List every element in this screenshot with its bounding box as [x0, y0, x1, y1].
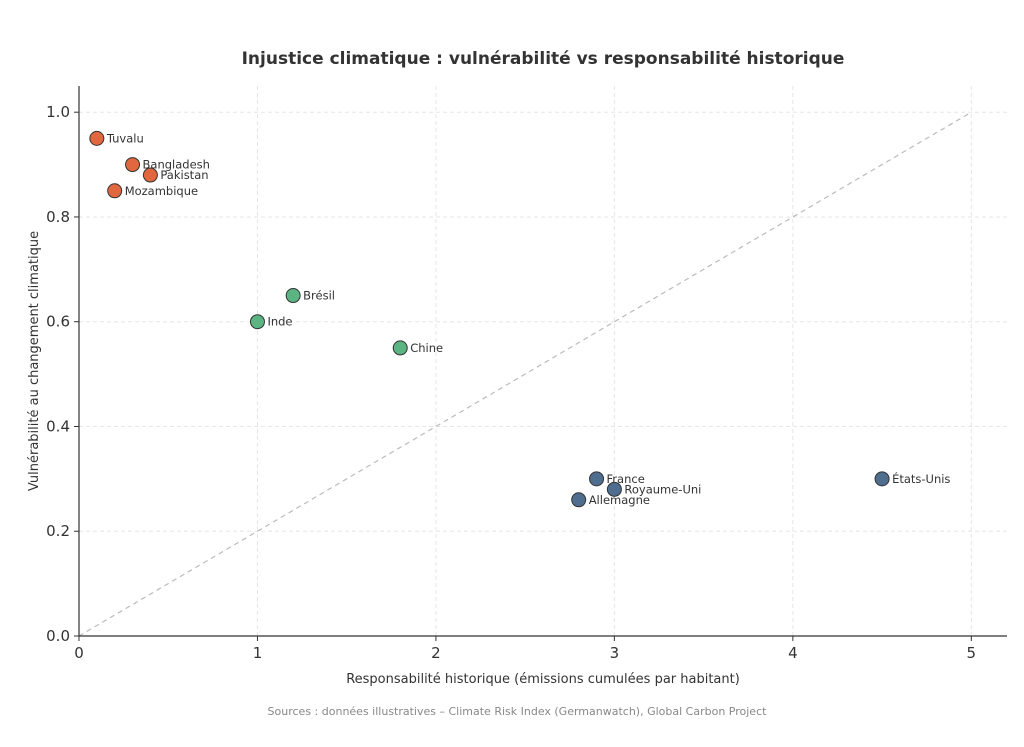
data-point	[249, 314, 265, 330]
point-label: Allemagne	[589, 493, 650, 507]
data-point	[125, 157, 141, 173]
data-point	[606, 481, 622, 497]
y-tick-label: 0.8	[46, 208, 70, 226]
point-label: Brésil	[303, 289, 335, 303]
x-axis-label: Responsabilité historique (émissions cum…	[346, 672, 740, 687]
point-label: États-Unis	[892, 471, 950, 486]
point-label: Tuvalu	[106, 131, 144, 145]
data-point	[874, 471, 890, 487]
data-point	[285, 288, 301, 304]
x-tick-label: 5	[967, 644, 977, 662]
y-tick-label: 0.0	[46, 627, 70, 645]
point-label: Bangladesh	[143, 158, 210, 172]
data-point	[589, 471, 605, 487]
y-tick-label: 0.6	[46, 313, 70, 331]
point-label: Pakistan	[160, 168, 208, 182]
data-point	[89, 130, 105, 146]
y-tick-label: 0.2	[46, 522, 70, 540]
data-point	[571, 492, 587, 508]
x-tick-label: 3	[610, 644, 620, 662]
axes: 0 1 2 3 4 5 0.0 0.2 0.4 0.6 0.8 1.0	[46, 86, 1007, 662]
data-point	[107, 183, 123, 199]
data-point	[142, 167, 158, 183]
y-tick-label: 0.4	[46, 417, 70, 435]
x-tick-label: 2	[431, 644, 441, 662]
point-label: Mozambique	[125, 184, 198, 198]
x-tick-label: 4	[788, 644, 798, 662]
reference-line	[78, 111, 972, 637]
point-label: Inde	[267, 315, 292, 329]
x-tick-label: 1	[253, 644, 263, 662]
source-note: Sources : données illustratives – Climat…	[268, 705, 768, 718]
chart-title: Injustice climatique : vulnérabilité vs …	[242, 49, 845, 69]
point-label: Chine	[410, 341, 443, 355]
x-tick-label: 0	[74, 644, 84, 662]
grid	[78, 86, 1007, 637]
y-tick-label: 1.0	[46, 103, 70, 121]
data-point	[392, 340, 408, 356]
y-axis-label: Vulnérabilité au changement climatique	[27, 231, 42, 491]
point-label: Royaume-Uni	[624, 482, 701, 496]
